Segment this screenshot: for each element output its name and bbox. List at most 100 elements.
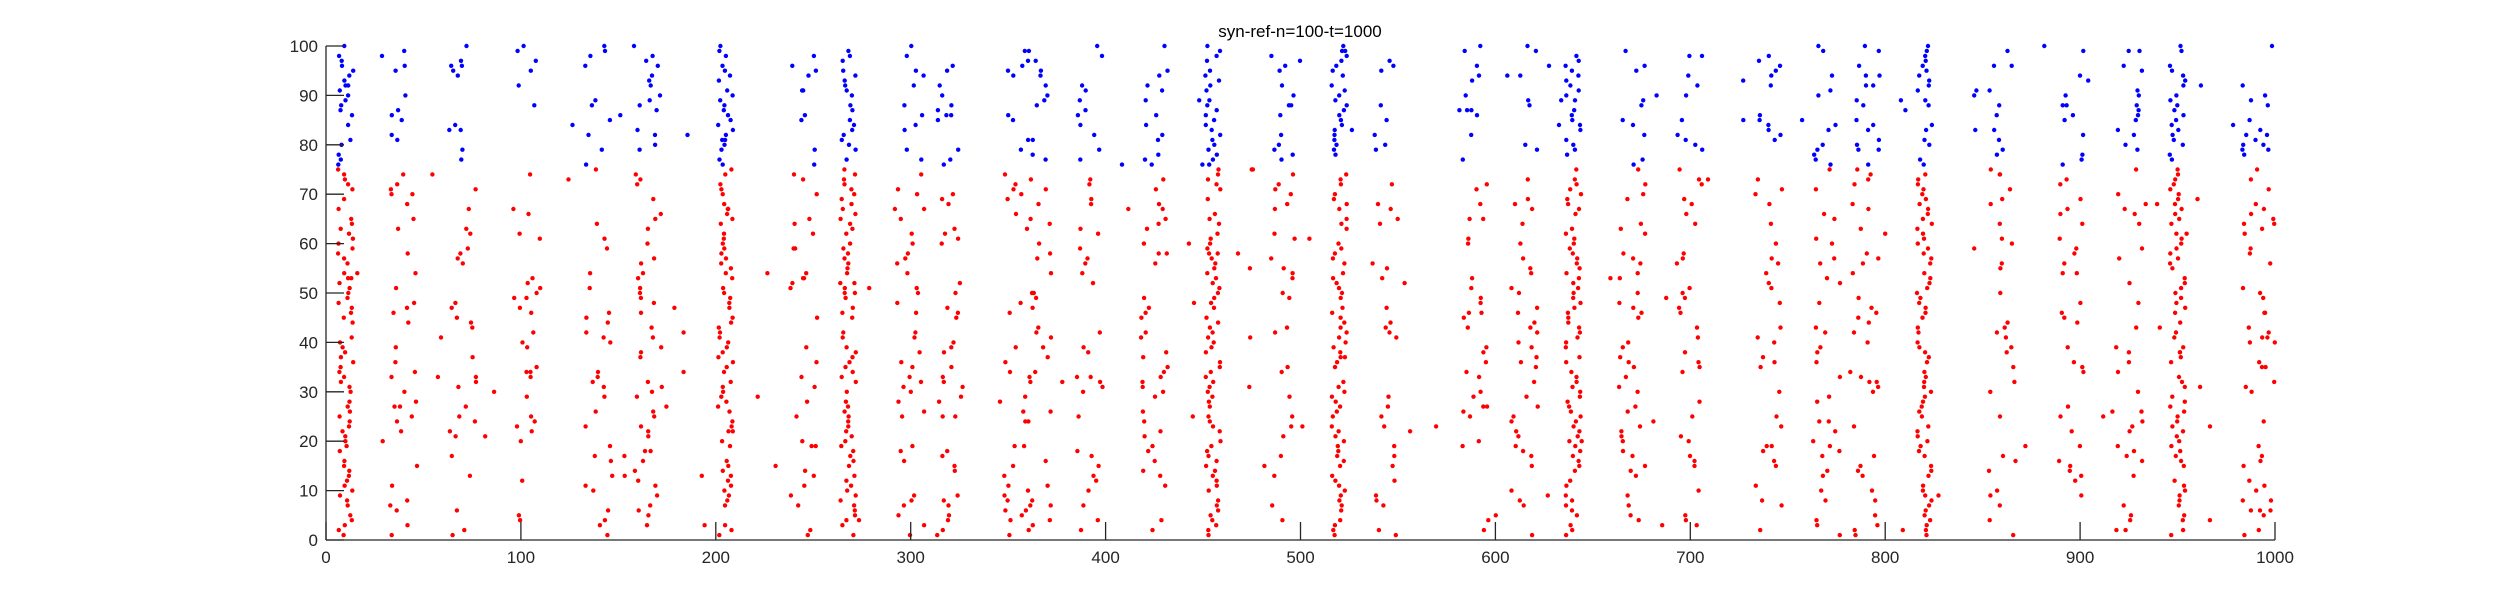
spike-point: [728, 379, 733, 385]
spike-point: [2074, 246, 2079, 251]
spike-point: [1874, 379, 1879, 385]
spike-point: [719, 394, 724, 399]
spike-point: [1769, 285, 1774, 291]
spike-point: [602, 394, 607, 399]
spike-point: [2009, 241, 2015, 246]
spike-point: [1854, 98, 1859, 103]
spike-point: [1572, 98, 1578, 103]
spike-point: [1272, 231, 1277, 236]
spike-point: [2179, 241, 2184, 246]
spike-point: [1207, 325, 1213, 330]
spike-point: [1511, 414, 1516, 419]
spike-point: [1161, 369, 1167, 375]
spike-point: [851, 503, 857, 508]
spike-point: [1988, 167, 1994, 172]
spike-point: [1094, 478, 1099, 483]
spike-point: [1572, 147, 1578, 152]
spike-point: [2180, 73, 2186, 78]
spike-point: [839, 443, 844, 449]
spike-point: [2002, 325, 2007, 330]
spike-point: [1823, 330, 1828, 335]
spike-point: [1209, 256, 1214, 261]
spike-point: [2272, 379, 2277, 385]
spike-point: [904, 147, 909, 152]
spike-point: [1330, 414, 1336, 419]
spike-point: [2241, 463, 2246, 469]
spike-point: [1190, 414, 1196, 419]
spike-point: [349, 518, 354, 523]
spike-point: [1340, 73, 1346, 78]
spike-point: [1772, 137, 1777, 143]
spike-point: [2070, 113, 2076, 118]
spike-point: [2180, 527, 2186, 533]
spike-point: [1695, 83, 1700, 88]
spike-point: [1926, 103, 1931, 108]
spike-point: [843, 364, 848, 370]
spike-point: [1997, 103, 2002, 108]
spike-point: [588, 53, 593, 59]
spike-point: [1512, 201, 1518, 207]
spike-point: [1927, 78, 1932, 83]
spike-point: [1820, 142, 1825, 147]
spike-point: [1210, 518, 1215, 523]
spike-point: [1576, 58, 1581, 63]
spike-point: [1866, 206, 1871, 212]
spike-point: [527, 172, 533, 177]
spike-point: [1138, 335, 1144, 340]
spike-point: [800, 177, 806, 182]
spike-point: [720, 285, 726, 291]
spike-point: [838, 280, 843, 286]
spike-point: [1675, 132, 1680, 138]
spike-point: [2253, 201, 2258, 207]
spike-point: [847, 221, 853, 226]
spike-point: [1817, 300, 1822, 306]
spike-point: [1088, 374, 1093, 380]
spike-point: [1883, 231, 1888, 236]
spike-point: [341, 374, 347, 380]
spike-point: [2240, 285, 2246, 291]
spike-point: [1996, 137, 2002, 143]
spike-point: [1140, 384, 1145, 390]
spike-point: [1929, 468, 1934, 473]
spike-point: [1565, 196, 1570, 202]
spike-point: [1262, 463, 1267, 469]
spike-point: [1921, 162, 1926, 167]
spike-point: [1568, 523, 1573, 528]
spike-point: [2073, 478, 2078, 483]
spike-point: [1338, 355, 1343, 360]
spike-point: [646, 429, 651, 434]
spike-point: [2207, 424, 2213, 429]
spike-point: [1998, 290, 2003, 296]
spike-point: [1866, 162, 1871, 167]
spike-point: [1923, 310, 1928, 315]
spike-point: [2080, 152, 2085, 157]
spike-point: [402, 48, 407, 54]
spike-point: [2077, 443, 2083, 449]
spike-point: [1483, 360, 1489, 365]
spike-point: [1823, 498, 1828, 503]
spike-point: [2241, 142, 2246, 147]
spike-point: [1865, 127, 1871, 133]
spike-point: [1529, 206, 1535, 212]
spike-point: [2167, 63, 2173, 68]
spike-point: [1692, 463, 1697, 469]
spike-point: [388, 187, 394, 192]
spike-point: [347, 419, 352, 424]
spike-point: [1563, 231, 1569, 236]
spike-point: [2176, 192, 2181, 197]
spike-point: [2259, 453, 2265, 459]
spike-point: [1514, 429, 1519, 434]
spike-point: [1145, 83, 1150, 88]
spike-point: [1920, 192, 1925, 197]
spike-point: [1339, 58, 1344, 63]
spike-point: [1529, 453, 1534, 459]
spike-point: [1341, 108, 1347, 113]
spike-point: [844, 478, 849, 483]
spike-point: [2181, 345, 2186, 350]
spike-point: [1272, 330, 1278, 335]
spike-point: [2121, 63, 2126, 68]
spike-point: [841, 132, 846, 138]
spike-point: [1874, 310, 1879, 315]
spike-point: [2174, 231, 2179, 236]
spike-point: [583, 63, 588, 68]
